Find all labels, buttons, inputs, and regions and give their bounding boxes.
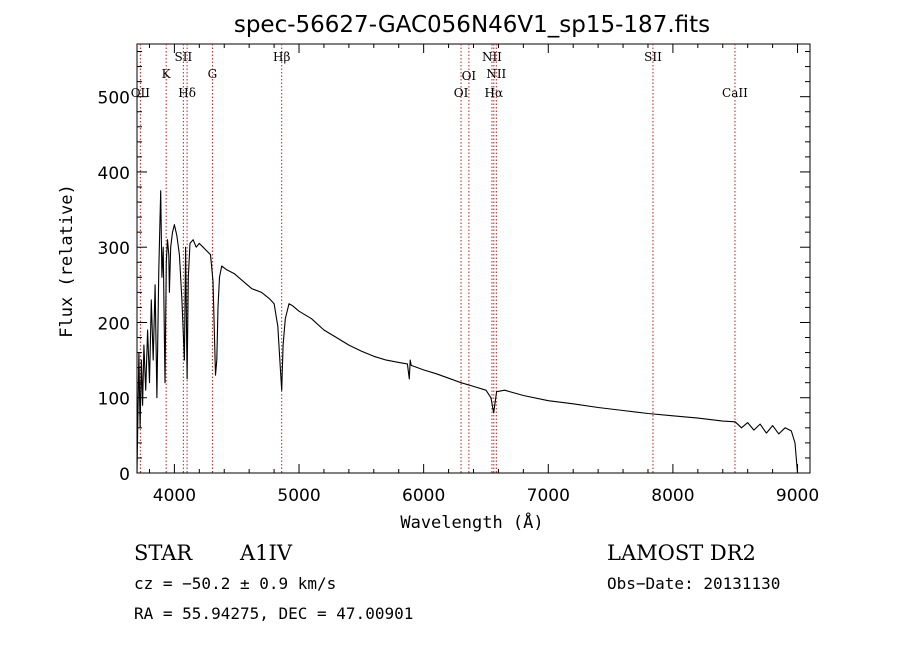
spectral-line-label: OII	[131, 86, 151, 100]
object-subclass: A1IV	[239, 541, 293, 565]
chart-title: spec-56627-GAC056N46V1_sp15-187.fits	[234, 12, 710, 38]
x-tick-label: 8000	[651, 486, 694, 506]
y-tick-label: 100	[98, 390, 130, 410]
y-tick-label: 300	[98, 239, 130, 259]
plot-frame	[136, 43, 811, 474]
spectral-line-label: G	[208, 67, 218, 81]
spectral-line-label: SII	[644, 50, 662, 64]
x-tick-label: 5000	[277, 486, 320, 506]
spectral-line-label: CaII	[722, 86, 748, 100]
observation-date: Obs−Date: 20131130	[607, 574, 780, 593]
spectral-line-label: Hα	[485, 86, 504, 100]
spectral-line-label: Hβ	[273, 50, 290, 64]
spectral-line-label: OI	[454, 86, 469, 100]
spectrum-line	[136, 190, 799, 474]
redshift-cz: cz = −50.2 ± 0.9 km/s	[134, 574, 336, 593]
x-tick-label: 7000	[527, 486, 570, 506]
y-tick-label: 500	[98, 89, 130, 109]
coordinates: RA = 55.94275, DEC = 47.00901	[134, 604, 413, 623]
spectral-line-label: OI	[462, 69, 477, 83]
spectral-line-label: NII	[482, 50, 502, 64]
y-tick-label: 400	[98, 164, 130, 184]
axis-ticks: 4000 5000 6000 7000 8000 9000 0 100 200 300 400 500	[98, 44, 819, 506]
x-tick-label: 6000	[402, 486, 445, 506]
spectral-line-label: K	[162, 67, 172, 81]
survey-name: LAMOST DR2	[607, 541, 756, 565]
x-tick-label: 9000	[776, 486, 819, 506]
spectral-line-label: SII	[175, 50, 193, 64]
y-tick-label: 200	[98, 314, 130, 334]
y-axis-label: Flux (relative)	[57, 184, 77, 338]
object-class: STAR	[134, 541, 193, 565]
y-tick-label: 0	[119, 465, 130, 485]
x-tick-label: 4000	[153, 486, 196, 506]
spectral-line-label: NII	[486, 67, 506, 81]
spectral-line-label: Hδ	[178, 86, 196, 100]
x-axis-label: Wavelength (Å)	[400, 511, 543, 533]
